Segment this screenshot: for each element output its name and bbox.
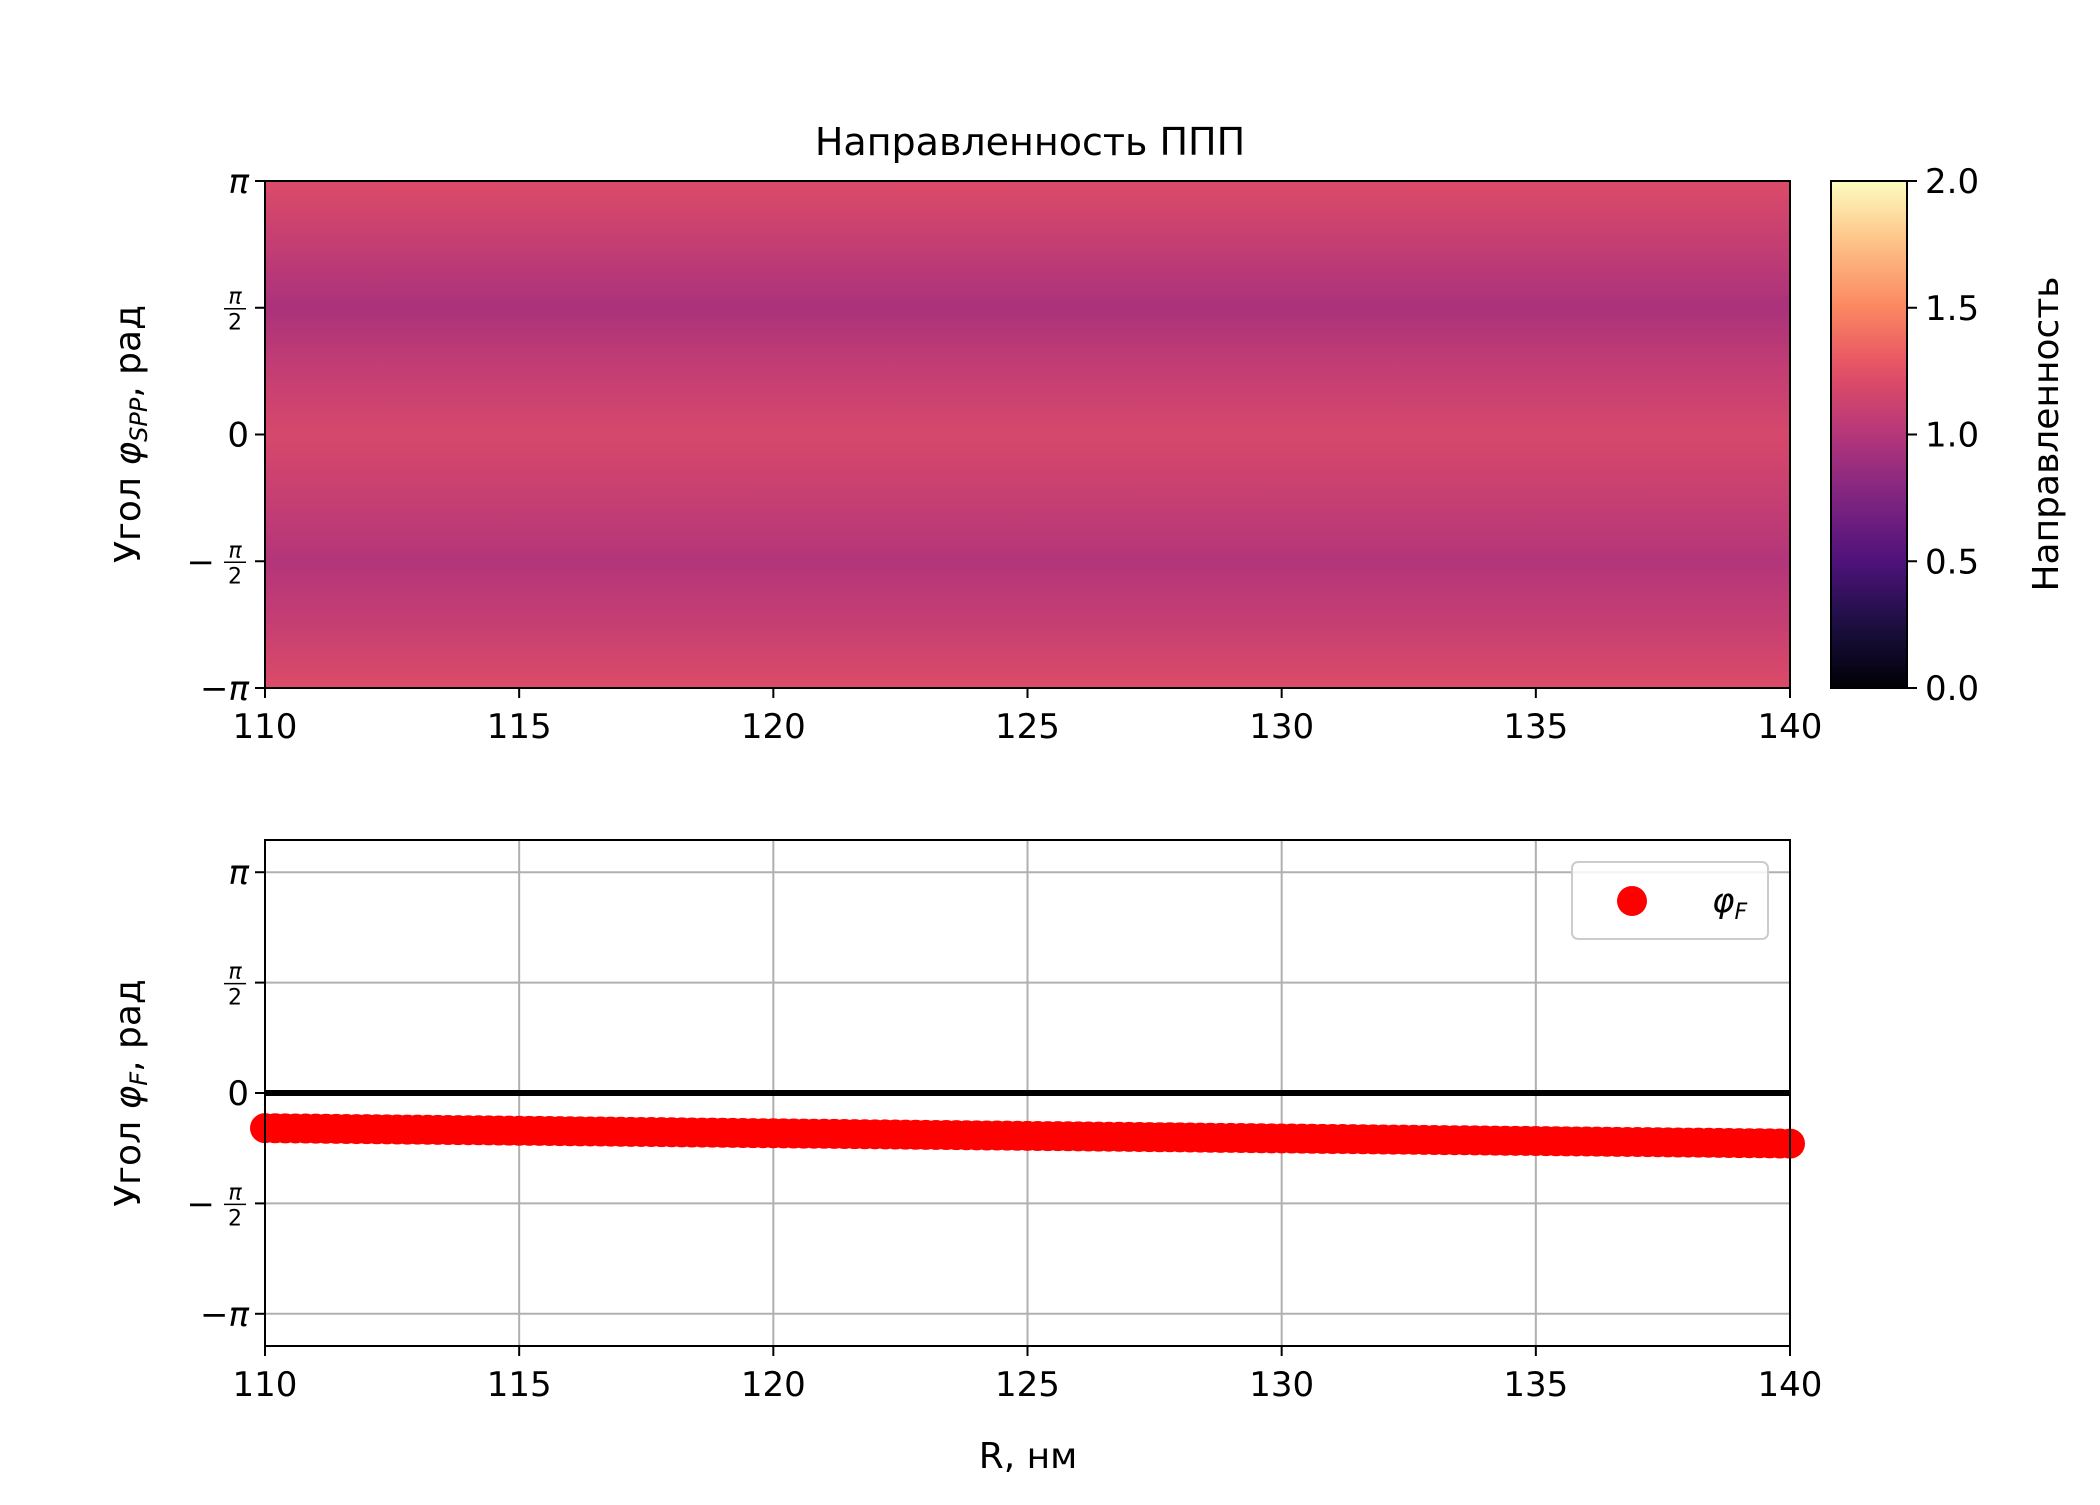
heatmap-y-tick-label: π2 [224,285,246,336]
colorbar-label: Направленность [2026,276,2067,591]
legend-marker [1617,886,1647,916]
colorbar-tick-label: 1.0 [1925,416,1979,456]
scatter-y-tick-label: − π2 [187,1180,246,1231]
heatmap-y-tick-label: − π2 [187,538,246,589]
colorbar-tick-label: 0.5 [1925,542,1979,582]
heatmap-x-tick-label: 125 [995,707,1060,747]
colorbar-tick-label: 2.0 [1925,162,1979,202]
svg-text:π: π [228,538,242,563]
scatter-x-tick-label: 130 [1249,1365,1314,1405]
heatmap-x-ticks: 110 115 120 125 130 135 140 [233,688,1823,747]
legend-label: φF [1712,881,1747,925]
heatmap-y-tick-label: −π [200,669,249,709]
heatmap-image [265,181,1790,688]
heatmap-x-tick-label: 115 [487,707,552,747]
scatter-x-tick-label: 110 [233,1365,298,1405]
scatter-y-tick-label: π2 [224,960,246,1011]
svg-text:π: π [228,1180,242,1205]
scatter-x-tick-label: 125 [995,1365,1060,1405]
scatter-x-tick-label: 140 [1758,1365,1823,1405]
scatter-x-axis-label: R, нм [979,1436,1078,1477]
scatter-y-tick-label: −π [200,1295,249,1335]
svg-text:2: 2 [228,1206,242,1231]
svg-text:−: − [187,542,216,582]
scatter-x-tick-label: 120 [741,1365,806,1405]
scatter-x-tick-label: 115 [487,1365,552,1405]
colorbar-tick-label: 0.0 [1925,669,1979,709]
svg-text:π: π [228,960,242,985]
svg-text:2: 2 [228,564,242,589]
scatter-x-ticks: 110 115 120 125 130 135 140 [233,1346,1823,1405]
heatmap-title: Направленность ППП [815,120,1245,164]
heatmap-y-tick-label: π [229,162,250,202]
svg-text:−π: −π [200,1295,249,1335]
heatmap-y-axis-label: Угол φSPP, рад [108,305,153,563]
svg-text:π: π [228,285,242,310]
heatmap-x-tick-label: 135 [1503,707,1568,747]
svg-text:0: 0 [227,416,249,456]
scatter-y-axis-label: Угол φF, рад [108,979,153,1207]
heatmap-x-tick-label: 110 [233,707,298,747]
svg-text:π: π [229,162,250,202]
colorbar-ticks: 0.0 0.5 1.0 1.5 2.0 [1907,162,1979,709]
heatmap-y-tick-label: 0 [227,416,249,456]
scatter-y-tick-label: 0 [227,1074,249,1114]
heatmap-x-tick-label: 120 [741,707,806,747]
scatter-y-tick-label: π [229,853,250,893]
svg-text:2: 2 [228,311,242,336]
svg-text:−π: −π [200,669,249,709]
scatter-x-tick-label: 135 [1503,1365,1568,1405]
svg-text:2: 2 [228,986,242,1011]
heatmap-x-tick-label: 140 [1758,707,1823,747]
legend: φF [1571,861,1769,940]
svg-text:−: − [187,1184,216,1224]
svg-text:0: 0 [227,1074,249,1114]
colorbar-tick-label: 1.5 [1925,289,1979,329]
heatmap-x-tick-label: 130 [1249,707,1314,747]
svg-text:π: π [229,853,250,893]
colorbar [1831,181,1907,688]
scatter-points [250,1113,1805,1159]
